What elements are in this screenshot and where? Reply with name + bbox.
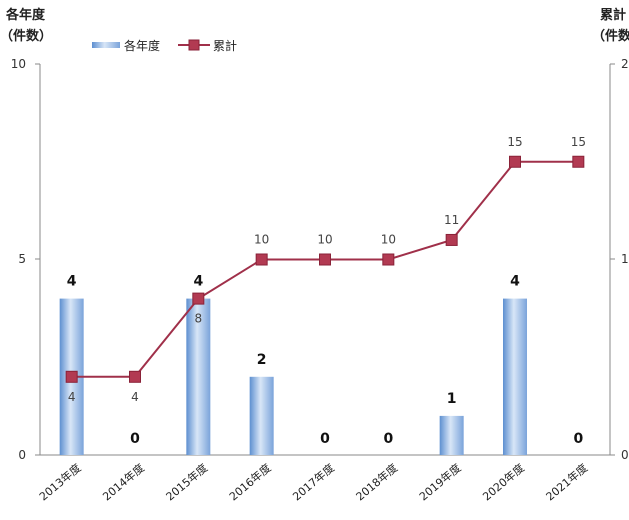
left-axis-title: 各年度 xyxy=(5,7,46,23)
right-tick-label: 20 xyxy=(621,57,629,71)
right-axis-title: 累計 xyxy=(600,7,626,23)
left-axis-unit: （件数） xyxy=(0,28,52,44)
line-value-label: 8 xyxy=(195,312,203,326)
bar-value-label: 4 xyxy=(67,274,77,290)
legend: 各年度 累計 xyxy=(92,38,237,53)
legend-bar-swatch xyxy=(92,42,120,48)
legend-bar-label: 各年度 xyxy=(124,38,160,53)
x-tick-label: 2016年度 xyxy=(226,461,273,504)
bar-value-label: 0 xyxy=(130,431,140,447)
left-tick-label: 10 xyxy=(11,57,26,71)
cumulative-line xyxy=(71,160,579,378)
line-point xyxy=(572,155,585,168)
right-tick-label: 10 xyxy=(621,252,629,266)
right-ticks: 0 10 20 xyxy=(610,57,629,462)
bar xyxy=(439,415,464,455)
line-point xyxy=(382,253,395,266)
x-tick-label: 2021年度 xyxy=(543,461,590,504)
line-value-label: 15 xyxy=(507,135,522,149)
line-value-label: 11 xyxy=(444,213,459,227)
left-tick-label: 0 xyxy=(18,448,26,462)
x-tick-label: 2015年度 xyxy=(163,461,210,504)
line-point xyxy=(129,370,141,383)
legend-line-label: 累計 xyxy=(213,38,237,53)
line-point xyxy=(192,292,205,305)
bar-value-label: 4 xyxy=(193,274,203,290)
bar-value-label: 0 xyxy=(573,431,583,447)
right-axis-unit: （件数） xyxy=(592,28,629,44)
x-tick-label: 2018年度 xyxy=(353,461,400,504)
bar-value-label: 0 xyxy=(383,431,393,447)
line-value-label: 4 xyxy=(131,390,139,404)
legend-line-marker xyxy=(188,39,200,51)
bar-value-label: 0 xyxy=(320,431,330,447)
line-series: 4 4 8 10 10 10 11 15 15 xyxy=(65,135,586,404)
line-value-label: 10 xyxy=(317,233,332,247)
bar-value-label: 2 xyxy=(257,352,267,368)
line-value-label: 10 xyxy=(254,233,269,247)
line-point xyxy=(255,253,268,266)
line-value-label: 10 xyxy=(381,233,396,247)
x-tick-labels: 2013年度 2014年度 2015年度 2016年度 2017年度 2018年度 2019… xyxy=(36,461,590,504)
bar xyxy=(186,298,211,455)
line-value-label: 4 xyxy=(68,390,76,404)
right-tick-label: 0 xyxy=(621,448,629,462)
x-tick-label: 2017年度 xyxy=(290,461,337,504)
bar xyxy=(249,376,274,455)
left-tick-label: 5 xyxy=(18,252,26,266)
bar-value-label: 4 xyxy=(510,274,520,290)
line-point xyxy=(509,155,521,168)
x-tick-label: 2019年度 xyxy=(416,461,463,504)
bar-value-label: 1 xyxy=(447,391,457,407)
x-tick-label: 2014年度 xyxy=(100,461,147,504)
x-tick-label: 2020年度 xyxy=(480,461,527,504)
bar-series: 4 0 4 2 0 0 1 4 0 xyxy=(59,274,583,455)
line-point xyxy=(319,253,331,266)
bar xyxy=(503,298,527,455)
line-value-label: 15 xyxy=(571,135,586,149)
line-point xyxy=(445,233,458,246)
x-tick-label: 2013年度 xyxy=(36,461,83,504)
left-ticks: 0 5 10 xyxy=(11,57,40,462)
line-point xyxy=(65,370,78,383)
